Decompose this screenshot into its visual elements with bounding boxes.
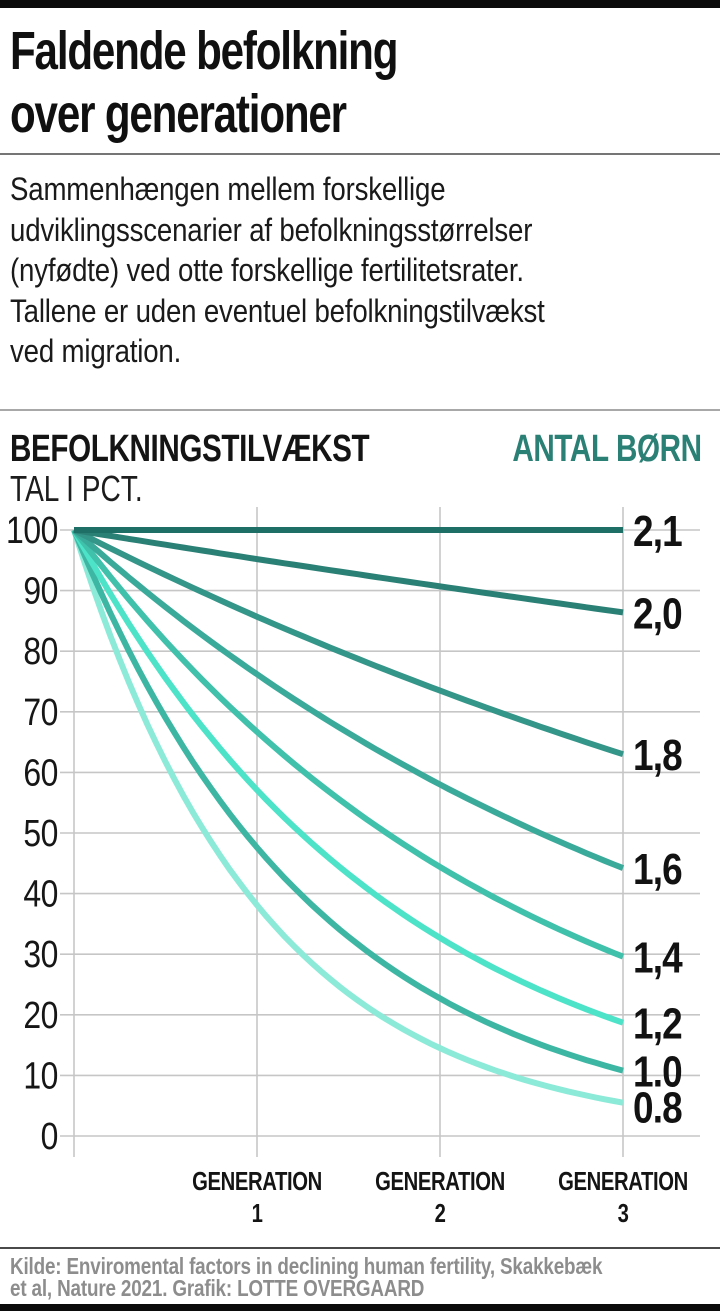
fertility-label-2,0: 2,0 (633, 588, 682, 638)
fertility-line-1,6 (72, 527, 625, 871)
x-tick-number: 1 (252, 1199, 263, 1228)
bottom-accent-bar (0, 1304, 720, 1311)
y-tick-label: 60 (23, 752, 58, 794)
source-line: Kilde: Enviromental factors in declining… (10, 1253, 603, 1279)
y-tick-label: 80 (23, 631, 58, 673)
population-chart: 1009080706050403020100GENERATION1GENERAT… (6, 506, 700, 1228)
y-tick-label: 20 (23, 994, 58, 1036)
header-divider (0, 409, 720, 411)
y-tick-label: 30 (23, 934, 58, 976)
y-tick-label: 100 (6, 509, 58, 551)
fertility-label-0.8: 0.8 (633, 1083, 682, 1133)
fertility-line-1,8 (72, 527, 624, 758)
fertility-label-2,1: 2,1 (633, 506, 682, 556)
y-axis-title: BEFOLKNINGSTILVÆKST (10, 428, 370, 470)
fertility-label-1.0: 1.0 (633, 1047, 682, 1097)
x-tick-label: GENERATION (375, 1167, 505, 1196)
fertility-label-1,6: 1,6 (633, 844, 682, 894)
y-tick-label: 0 (41, 1115, 58, 1157)
x-tick-label: GENERATION (192, 1167, 322, 1196)
chart-description: Sammenhængen mellem forskellige udviklin… (10, 171, 545, 369)
y-tick-label: 50 (23, 812, 58, 854)
source-divider (0, 1247, 720, 1249)
title-divider (0, 153, 720, 155)
fertility-label-1,8: 1,8 (633, 730, 682, 780)
right-axis-label: ANTAL BØRN (512, 428, 703, 470)
x-tick-number: 3 (618, 1199, 629, 1228)
x-tick-label: GENERATION (558, 1167, 688, 1196)
source-credit: Kilde: Enviromental factors in declining… (10, 1253, 720, 1301)
fertility-line-1,4 (71, 528, 625, 960)
y-tick-label: 40 (23, 873, 58, 915)
fertility-line-0.8 (71, 529, 624, 1106)
x-tick-number: 2 (435, 1199, 446, 1228)
fertility-label-1,4: 1,4 (633, 933, 683, 983)
y-tick-label: 10 (23, 1055, 58, 1097)
fertility-label-1,2: 1,2 (633, 999, 682, 1049)
y-tick-label: 90 (23, 570, 58, 612)
fertility-line-1.0 (71, 528, 624, 1074)
top-accent-bar (0, 0, 720, 8)
source-line: et al, Nature 2021. Grafik: LOTTE OVERGA… (10, 1274, 425, 1301)
y-axis-subtitle: TAL I PCT. (10, 468, 143, 509)
fertility-line-1,2 (71, 528, 624, 1026)
fertility-line-2,0 (73, 527, 624, 616)
page-title: Faldende befolkning over generationer (10, 21, 398, 144)
y-tick-label: 70 (23, 691, 58, 733)
